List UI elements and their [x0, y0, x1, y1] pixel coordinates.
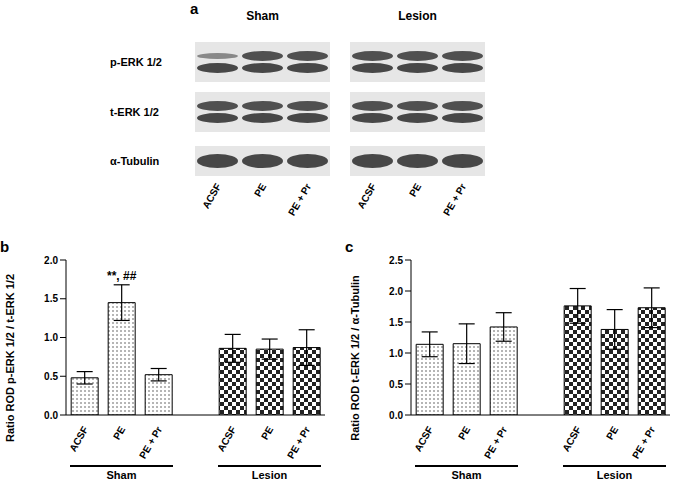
svg-text:a: a — [190, 0, 199, 17]
html-text:Sham: Sham — [451, 469, 482, 481]
html-text:Lesion: Lesion — [251, 469, 288, 481]
svg-text:0.0: 0.0 — [389, 410, 403, 421]
svg-text:ACSF: ACSF — [560, 425, 583, 454]
html-text:c: c — [345, 238, 354, 255]
svg-text:p-ERK 1/2: p-ERK 1/2 — [110, 56, 162, 68]
html-text:Ratio ROD t-ERK 1/2 / α-Tubuli: Ratio ROD t-ERK 1/2 / α-Tubulin — [349, 274, 361, 441]
svg-text:2.0: 2.0 — [389, 286, 403, 297]
svg-text:PE + Pr: PE + Pr — [137, 424, 164, 460]
svg-text:PE: PE — [604, 424, 620, 441]
svg-text:1.0: 1.0 — [389, 348, 403, 359]
svg-text:PE + Pr: PE + Pr — [285, 424, 312, 460]
svg-text:1.5: 1.5 — [44, 293, 58, 304]
svg-text:PE + Pr: PE + Pr — [630, 424, 657, 460]
svg-text:PE + Pr: PE + Pr — [286, 181, 313, 217]
svg-text:PE: PE — [111, 424, 127, 441]
svg-text:PE: PE — [259, 424, 275, 441]
svg-text:PE: PE — [407, 181, 423, 198]
svg-text:α-Tubulin: α-Tubulin — [110, 155, 160, 167]
svg-text:0.0: 0.0 — [44, 410, 58, 421]
svg-text:PE: PE — [252, 181, 268, 198]
svg-text:**, ##: **, ## — [107, 269, 137, 283]
html-text:b: b — [0, 238, 10, 255]
svg-text:2.5: 2.5 — [389, 255, 403, 266]
svg-text:ACSF: ACSF — [67, 425, 90, 454]
svg-text:PE + Pr: PE + Pr — [441, 181, 468, 217]
svg-text:PE + Pr: PE + Pr — [482, 424, 509, 460]
svg-text:1.5: 1.5 — [389, 317, 403, 328]
svg-text:t-ERK 1/2: t-ERK 1/2 — [110, 106, 159, 118]
svg-text:0.5: 0.5 — [389, 379, 403, 390]
svg-text:ACSF: ACSF — [355, 182, 378, 211]
svg-text:Lesion: Lesion — [398, 9, 437, 23]
html-text:Lesion: Lesion — [596, 469, 633, 481]
html-text:Ratio ROD p-ERK 1/2 / t-ERK 1/: Ratio ROD p-ERK 1/2 / t-ERK 1/2 — [4, 273, 16, 442]
html-text:Sham: Sham — [106, 469, 137, 481]
svg-text:PE: PE — [456, 424, 472, 441]
svg-text:ACSF: ACSF — [215, 425, 238, 454]
svg-text:1.0: 1.0 — [44, 332, 58, 343]
svg-text:ACSF: ACSF — [200, 182, 223, 211]
svg-text:Sham: Sham — [246, 9, 279, 23]
svg-text:ACSF: ACSF — [412, 425, 435, 454]
svg-text:2.0: 2.0 — [44, 255, 58, 266]
svg-text:0.5: 0.5 — [44, 371, 58, 382]
